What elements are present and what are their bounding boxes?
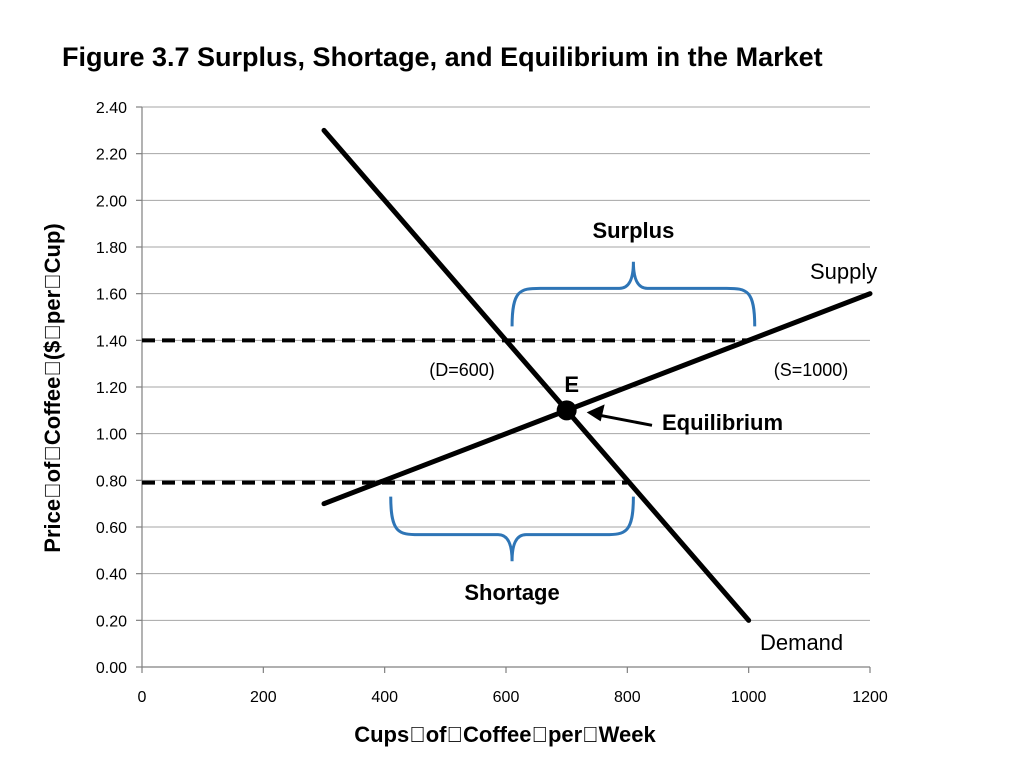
demand-curve bbox=[321, 127, 752, 623]
y-tick-label: 0.40 bbox=[96, 567, 127, 584]
y-tick-label: 1.60 bbox=[96, 287, 127, 304]
x-tick-label: 1200 bbox=[852, 689, 888, 706]
y-tick-label: 1.00 bbox=[96, 427, 127, 444]
x-tick-label: 0 bbox=[138, 689, 147, 706]
y-tick-label: 0.00 bbox=[96, 660, 127, 677]
y-tick-labels: 0.00 0.20 0.40 0.60 0.80 1.00 1.20 1.40 1.60 1.80… bbox=[96, 100, 127, 677]
y-tick-label: 2.40 bbox=[96, 100, 127, 117]
surplus-label: Surplus bbox=[592, 218, 674, 243]
supply-quantity-label: (S=1000) bbox=[774, 360, 849, 380]
axes bbox=[136, 106, 871, 673]
x-tick-label: 400 bbox=[371, 689, 398, 706]
y-tick-label: 2.20 bbox=[96, 147, 127, 164]
x-tick-label: 800 bbox=[614, 689, 641, 706]
chart-title: Figure 3.7 Surplus, Shortage, and Equili… bbox=[62, 42, 823, 72]
equilibrium-point-label: E bbox=[564, 372, 579, 397]
equilibrium-point bbox=[556, 400, 577, 421]
series-lines bbox=[321, 127, 873, 623]
y-tick-label: 0.80 bbox=[96, 473, 127, 490]
equilibrium-arrow-shaft bbox=[594, 412, 653, 427]
supply-curve bbox=[321, 291, 873, 507]
y-tick-label: 0.20 bbox=[96, 613, 127, 630]
y-tick-label: 0.60 bbox=[96, 520, 127, 537]
x-axis-title: Cups of Coffee per Week bbox=[354, 722, 656, 747]
x-tick-label: 200 bbox=[250, 689, 277, 706]
supply-curve-label: Supply bbox=[810, 259, 877, 284]
shortage-bracket bbox=[389, 496, 635, 562]
y-tick-label: 1.40 bbox=[96, 333, 127, 350]
equilibrium-label: Equilibrium bbox=[662, 410, 783, 435]
y-tick-label: 2.00 bbox=[96, 193, 127, 210]
demand-curve-label: Demand bbox=[760, 630, 843, 655]
gridlines bbox=[142, 106, 870, 621]
x-tick-label: 1000 bbox=[731, 689, 767, 706]
y-axis-title: Price of Coffee ($ per Cup) bbox=[40, 223, 65, 552]
y-tick-label: 1.80 bbox=[96, 240, 127, 257]
equilibrium-group bbox=[556, 400, 653, 427]
x-tick-labels: 0 200 400 600 800 1000 1200 bbox=[138, 689, 888, 706]
demand-quantity-label: (D=600) bbox=[429, 360, 495, 380]
equilibrium-arrowhead bbox=[586, 404, 605, 422]
y-tick-label: 1.20 bbox=[96, 380, 127, 397]
x-tick-label: 600 bbox=[493, 689, 520, 706]
shortage-label: Shortage bbox=[464, 580, 559, 605]
